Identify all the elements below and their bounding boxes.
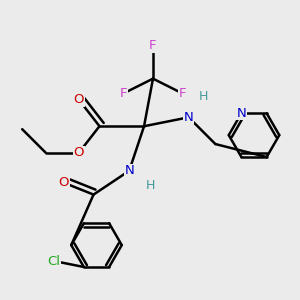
Text: N: N: [124, 164, 134, 177]
Text: F: F: [149, 40, 157, 52]
Text: N: N: [184, 111, 194, 124]
Text: O: O: [74, 93, 84, 106]
Text: H: H: [145, 179, 155, 192]
Text: O: O: [58, 176, 69, 189]
Text: F: F: [119, 87, 127, 100]
Text: Cl: Cl: [48, 254, 61, 268]
Text: O: O: [74, 146, 84, 160]
Text: N: N: [236, 107, 246, 120]
Text: F: F: [179, 87, 186, 100]
Text: H: H: [199, 90, 208, 103]
